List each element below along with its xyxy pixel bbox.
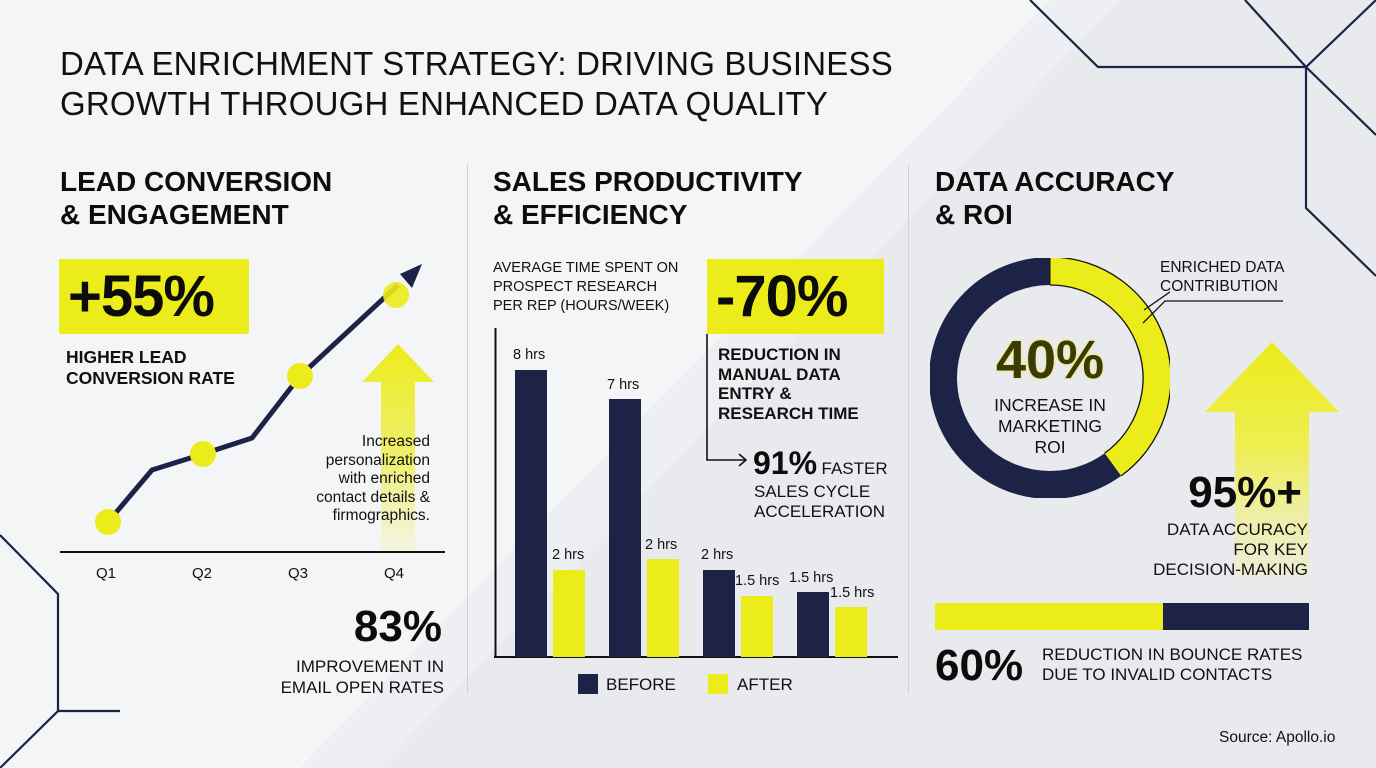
donut-callout-label: ENRICHED DATA CONTRIBUTION — [1160, 259, 1284, 296]
section-title-line: SALES PRODUCTIVITY — [493, 166, 803, 197]
caption-line: INCREASE IN — [994, 395, 1106, 415]
sales-cycle-stat: 91% FASTER — [753, 445, 888, 481]
bar-label-before-4: 1.5 hrs — [789, 570, 834, 586]
donut-center-caption: INCREASE IN MARKETING ROI — [980, 395, 1120, 458]
x-tick-q4: Q4 — [384, 565, 405, 582]
caption-line: SALES CYCLE — [754, 482, 871, 501]
lead-headline-box — [59, 259, 249, 334]
sales-headline-value: -70% — [716, 264, 848, 329]
page-title-line-2: GROWTH THROUGH ENHANCED DATA QUALITY — [60, 85, 829, 122]
source-label: Source: Apollo.io — [1219, 729, 1336, 746]
bar-label-before-2: 7 hrs — [607, 377, 640, 393]
caption-line: MARKETING — [997, 416, 1103, 436]
bar-label-after-1: 2 hrs — [552, 547, 585, 563]
x-tick-q1: Q1 — [96, 565, 117, 582]
caption-line: DUE TO INVALID CONTACTS — [1042, 665, 1273, 684]
chart-title-line: AVERAGE TIME SPENT ON — [493, 260, 679, 276]
bar-label-after-4: 1.5 hrs — [830, 585, 875, 601]
legend-before-swatch — [578, 674, 598, 694]
section-title-line: & EFFICIENCY — [493, 199, 688, 230]
note-line: firmographics. — [332, 507, 430, 524]
donut-callout-line — [1142, 300, 1283, 324]
page-title: DATA ENRICHMENT STRATEGY: DRIVING BUSINE… — [60, 44, 960, 124]
bounce-progress-fill — [935, 603, 1164, 630]
note-line: Increased — [361, 433, 430, 450]
sales-cycle-suffix: FASTER — [821, 459, 888, 478]
sales-bar-chart — [494, 328, 898, 658]
legend-after-label: AFTER — [737, 675, 793, 694]
section-title-line: LEAD CONVERSION — [60, 166, 333, 197]
bounce-caption: REDUCTION IN BOUNCE RATES DUE TO INVALID… — [1042, 645, 1302, 685]
accuracy-up-arrow-icon — [1205, 342, 1339, 577]
caption-line: MANUAL DATA — [718, 364, 841, 384]
page-title-line-1: DATA ENRICHMENT STRATEGY: DRIVING BUSINE… — [60, 45, 893, 82]
callout-line: ENRICHED DATA — [1160, 259, 1285, 276]
bar-label-after-2: 2 hrs — [645, 537, 678, 553]
bounce-value: 60% — [935, 641, 1024, 690]
note-line: contact details & — [316, 488, 430, 506]
accuracy-caption: DATA ACCURACY FOR KEY DECISION-MAKING — [1120, 520, 1308, 580]
section-title-line: & ROI — [935, 199, 1013, 230]
lead-headline-value: +55% — [68, 264, 215, 329]
section-title-accuracy: DATA ACCURACY & ROI — [935, 165, 1175, 231]
sales-headline-box — [707, 259, 884, 334]
connector-arrow-icon — [706, 334, 748, 467]
column-divider-2 — [908, 164, 909, 694]
callout-line: CONTRIBUTION — [1160, 277, 1278, 295]
caption-line: ENTRY & — [718, 384, 792, 403]
sales-cycle-caption: SALES CYCLE ACCELERATION — [754, 482, 885, 521]
note-line: with enriched — [338, 470, 430, 487]
legend-before-label: BEFORE — [606, 675, 676, 694]
bar-label-before-1: 8 hrs — [513, 347, 546, 363]
email-open-value: 83% — [353, 602, 442, 651]
legend-after-swatch — [708, 674, 728, 694]
donut-center-value: 40% — [995, 330, 1105, 390]
lead-chart-note: Increased personalization with enriched … — [260, 433, 430, 526]
caption-line: DECISION-MAKING — [1153, 560, 1308, 579]
section-title-line: DATA ACCURACY — [935, 166, 1175, 197]
lead-up-arrow-icon — [362, 344, 434, 554]
caption-line: REDUCTION IN BOUNCE RATES — [1042, 645, 1303, 664]
caption-line: DATA ACCURACY — [1166, 520, 1308, 539]
caption-line: HIGHER LEAD — [66, 347, 187, 367]
sales-chart-title: AVERAGE TIME SPENT ON PROSPECT RESEARCH … — [493, 259, 678, 316]
chart-title-line: PROSPECT RESEARCH — [493, 279, 658, 295]
section-title-lead: LEAD CONVERSION & ENGAGEMENT — [60, 165, 332, 231]
x-tick-q2: Q2 — [192, 565, 213, 582]
caption-line: IMPROVEMENT IN — [296, 657, 444, 676]
caption-line: REDUCTION IN — [718, 345, 841, 364]
section-title-line: & ENGAGEMENT — [60, 199, 289, 230]
x-tick-q3: Q3 — [288, 565, 309, 582]
sales-cycle-value: 91% — [753, 445, 818, 481]
email-open-caption: IMPROVEMENT IN EMAIL OPEN RATES — [240, 656, 444, 698]
lead-headline-caption: HIGHER LEAD CONVERSION RATE — [66, 347, 235, 389]
lead-line-chart — [60, 264, 445, 553]
caption-line: EMAIL OPEN RATES — [280, 678, 444, 697]
accuracy-value: 95%+ — [1188, 468, 1302, 517]
bar-label-before-3: 2 hrs — [701, 547, 734, 563]
note-line: personalization — [325, 451, 430, 469]
bounce-progress-bar — [935, 603, 1309, 630]
caption-line: ROI — [1034, 437, 1066, 457]
caption-line: ACCELERATION — [754, 501, 885, 521]
caption-line: RESEARCH TIME — [718, 403, 859, 423]
roi-donut-chart — [930, 258, 1170, 498]
chart-title-line: PER REP (HOURS/WEEK) — [493, 298, 670, 314]
caption-line: CONVERSION RATE — [66, 368, 235, 388]
section-title-sales: SALES PRODUCTIVITY & EFFICIENCY — [493, 165, 803, 231]
sales-headline-caption: REDUCTION IN MANUAL DATA ENTRY & RESEARC… — [718, 345, 859, 423]
bar-label-after-3: 1.5 hrs — [735, 573, 780, 589]
column-divider-1 — [467, 164, 468, 694]
caption-line: FOR KEY — [1233, 540, 1308, 559]
